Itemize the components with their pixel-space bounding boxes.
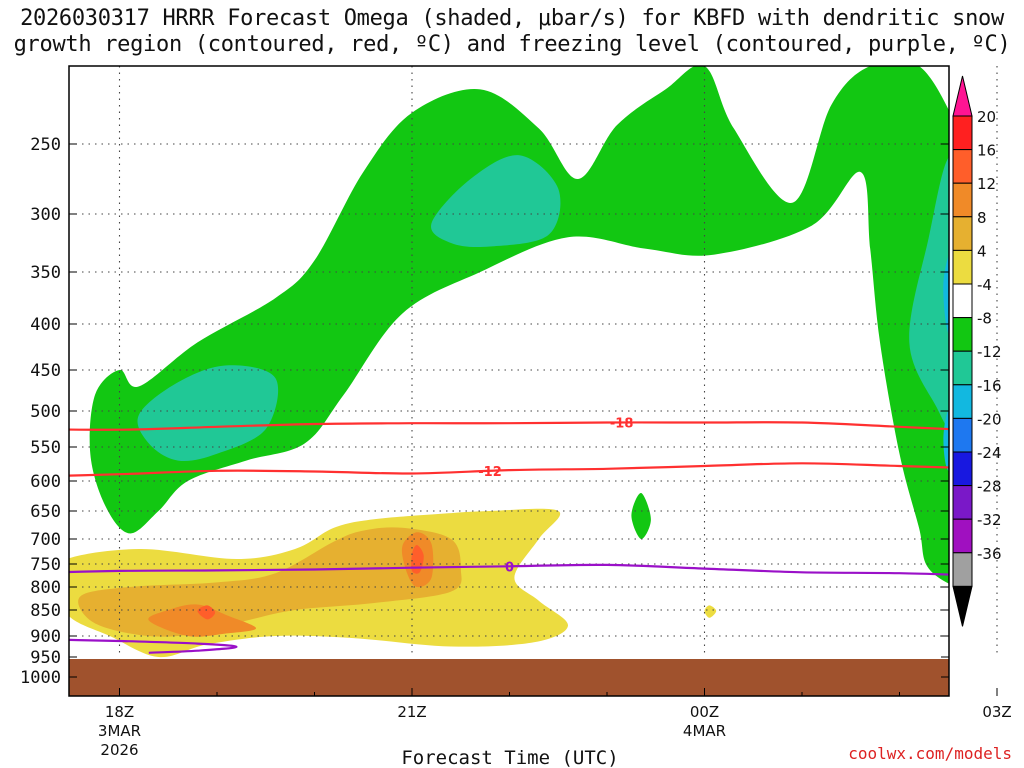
omega-region-g8-6 (631, 492, 651, 540)
colorbar-swatch-3 (952, 216, 973, 251)
colorbar-swatch-12 (952, 518, 973, 554)
colorbar-swatch-0 (952, 115, 973, 151)
y-tick-label-650: 650 (30, 502, 61, 522)
x-tick-date-18Z: 3MAR (98, 722, 141, 740)
colorbar-label-5: -4 (977, 276, 992, 294)
colorbar-swatch-2 (952, 182, 973, 218)
colorbar-label-12: -32 (977, 511, 1002, 529)
colorbar-swatch-13 (952, 552, 973, 587)
x-tick-year-18Z: 2026 (100, 741, 138, 759)
freezing-level-contour-1 (69, 638, 238, 654)
red-contour--18-0 (69, 421, 949, 431)
red-contour-label-2: -12 (478, 465, 502, 480)
colorbar-swatch-9 (952, 417, 973, 453)
omega-region-y16-20 (197, 605, 216, 620)
colorbar-top-arrow (952, 75, 973, 117)
freezing-level-contour-0 (69, 563, 949, 576)
y-tick-label-700: 700 (30, 530, 61, 550)
y-tick-label-550: 550 (30, 438, 61, 458)
y-tick-label-450: 450 (30, 361, 61, 381)
colorbar-swatch-4 (952, 249, 973, 285)
contour-labels: -18-18-12-1200 (478, 417, 634, 576)
x-tick-label-21Z: 21Z (397, 703, 426, 721)
omega-region-g8-0 (89, 66, 949, 584)
colorbar-label-6: -8 (977, 310, 992, 328)
colorbar-swatch-11 (952, 485, 973, 520)
colorbar-bottom-arrow (952, 585, 973, 627)
x-tick-label-00Z: 00Z (690, 703, 719, 721)
colorbar-swatch-10 (952, 451, 973, 487)
colorbar-label-0: 20 (977, 108, 996, 126)
x-tick-label-03Z: 03Z (982, 703, 1011, 721)
colorbar-label-2: 12 (977, 175, 996, 193)
omega-region-g12-3 (909, 157, 949, 432)
chart-title-line-1: 2026030317 HRRR Forecast Omega (shaded, … (20, 6, 1004, 31)
colorbar-label-11: -28 (977, 478, 1002, 496)
colorbar-swatch-8 (952, 384, 973, 419)
x-tick-label-18Z: 18Z (105, 703, 134, 721)
grid-lines (69, 66, 998, 657)
y-tick-label-250: 250 (30, 135, 61, 155)
colorbar-swatch-7 (952, 350, 973, 386)
colorbar-label-8: -16 (977, 377, 1002, 395)
y-tick-label-950: 950 (30, 648, 61, 668)
colorbar-label-10: -24 (977, 444, 1002, 462)
colorbar-swatch-6 (952, 317, 973, 352)
colorbar-label-13: -36 (977, 545, 1002, 563)
chart-title: 2026030317 HRRR Forecast Omega (shaded, … (0, 6, 1024, 58)
red-contour--12-1 (69, 462, 949, 477)
y-tick-label-1000: 1000 (20, 668, 61, 688)
omega-region-g12-2 (431, 155, 561, 248)
colorbar-label-3: 8 (977, 209, 987, 227)
omega-region-g16-5 (943, 410, 949, 472)
omega-region-y4-22 (704, 605, 717, 618)
colorbar: 20 16 12 8 4 -4 -8 -12 -16 -20 -24 -28 -32 -36 (952, 75, 1002, 627)
y-tick-label-850: 850 (30, 601, 61, 621)
y-tick-label-900: 900 (30, 627, 61, 647)
x-axis-title: Forecast Time (UTC) (401, 747, 618, 768)
y-tick-label-800: 800 (30, 578, 61, 598)
x-axis: 18Z3MAR202621Z00Z4MAR03Z06Z09Z (98, 688, 1012, 759)
y-tick-label-600: 600 (30, 472, 61, 492)
colorbar-label-9: -20 (977, 410, 1002, 428)
colorbar-swatch-5 (952, 283, 973, 319)
omega-region-y12-17 (148, 604, 256, 637)
omega-region-g12-1 (137, 365, 279, 462)
freezing-level-label-0: 0 (505, 560, 514, 575)
y-tick-label-400: 400 (30, 315, 61, 335)
omega-shading (69, 66, 949, 658)
red-contour-label-0: -18 (610, 417, 634, 432)
ground-layer (69, 659, 949, 696)
y-tick-label-500: 500 (30, 402, 61, 422)
chart-title-line-2: growth region (contoured, red, ºC) and f… (13, 32, 1011, 57)
colorbar-label-4: 4 (977, 242, 987, 260)
colorbar-label-7: -12 (977, 343, 1002, 361)
y-axis: 250 300 350 400 450 500 550 600 650 700 750 800 850 9… (20, 135, 949, 688)
temperature-contours (69, 421, 949, 654)
colorbar-swatch-1 (952, 149, 973, 184)
y-tick-label-300: 300 (30, 205, 61, 225)
y-tick-label-350: 350 (30, 263, 61, 283)
ground-below-surface (69, 659, 949, 696)
credit-link[interactable]: coolwx.com/models (848, 744, 1012, 763)
colorbar-label-1: 16 (977, 142, 996, 160)
x-tick-date-00Z: 4MAR (683, 722, 726, 740)
y-tick-label-750: 750 (30, 555, 61, 575)
omega-region-g16-4 (943, 254, 949, 335)
